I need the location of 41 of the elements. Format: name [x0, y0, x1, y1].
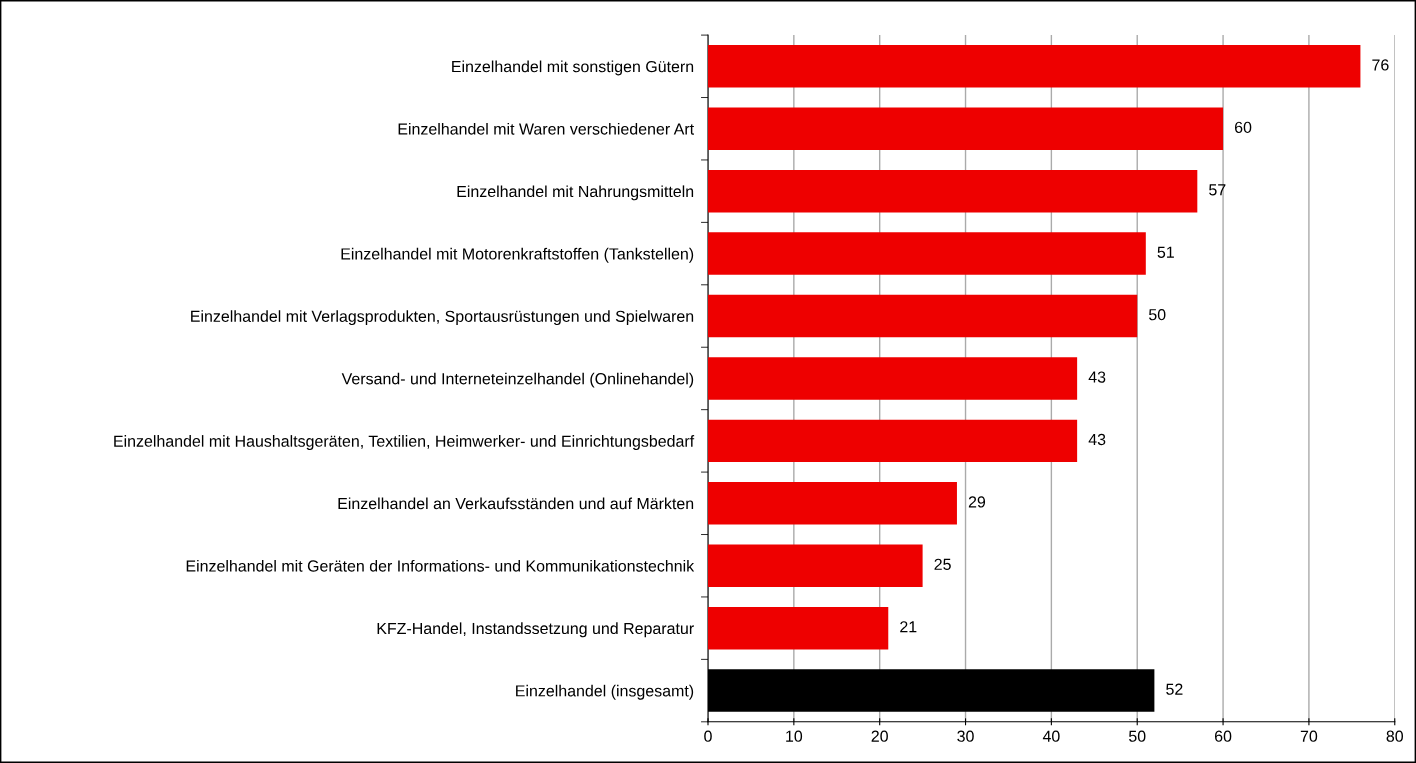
- x-tick-label: 40: [1042, 730, 1060, 742]
- y-tick-label: Einzelhandel mit sonstigen Gütern: [452, 60, 694, 76]
- data-label: 29: [968, 496, 986, 508]
- bar: [708, 544, 923, 587]
- bar: [708, 169, 1198, 213]
- data-label: 50: [1148, 309, 1166, 321]
- data-label: 43: [1088, 433, 1106, 446]
- y-tick-label: Einzelhandel mit Waren verschiedener Art: [398, 122, 695, 135]
- y-tick-label: Einzelhandel mit Haushaltsgeräten, Textilien, Heimwerker- und Einrichtungsbedarf: [114, 435, 695, 450]
- bar: [708, 232, 1146, 275]
- y-tick-label: Einzelhandel mit Verlagsprodukten, Sportausrüstungen und Spielwaren: [191, 310, 694, 326]
- data-label: 52: [1166, 683, 1183, 695]
- data-label: 21: [900, 621, 917, 633]
- bar: [708, 419, 1078, 463]
- x-tick-label: 70: [1300, 730, 1318, 742]
- y-tick-label: KFZ-Handel, Instandssetzung und Reparatur: [377, 622, 694, 638]
- data-label: 60: [1234, 121, 1252, 134]
- data-label: 25: [934, 558, 951, 571]
- x-tick-label: 60: [1215, 730, 1232, 742]
- x-tick-label: 10: [786, 730, 803, 742]
- y-tick-label: Einzelhandel (insgesamt): [516, 684, 694, 700]
- y-tick-label: Versand- und Interneteinzelhandel (Onlinehandel): [341, 372, 694, 388]
- bar: [708, 606, 889, 650]
- bar: [708, 357, 1078, 400]
- x-tick-label: 20: [871, 730, 888, 742]
- y-tick-label: Einzelhandel mit Motorenkraftstoffen (Tankstellen): [341, 247, 694, 263]
- bar: [708, 45, 1361, 88]
- y-tick-label: Einzelhandel an Verkaufsständen und auf Märkten: [338, 497, 694, 510]
- x-tick-label: 50: [1128, 730, 1146, 742]
- x-tick-label: 80: [1386, 730, 1404, 742]
- x-tick-label: 0: [704, 730, 712, 742]
- data-label: 51: [1157, 246, 1174, 258]
- x-tick-label: 30: [957, 730, 974, 742]
- data-label: 57: [1209, 184, 1226, 196]
- bar: [708, 294, 1138, 338]
- bar: [708, 107, 1224, 150]
- data-label: 76: [1372, 59, 1389, 71]
- y-tick-label: Einzelhandel mit Geräten der Informations- und Kommunikationstechnik: [186, 559, 695, 572]
- data-label: 43: [1088, 371, 1106, 383]
- y-tick-label: Einzelhandel mit Nahrungsmitteln: [457, 185, 694, 201]
- bar: [708, 482, 957, 525]
